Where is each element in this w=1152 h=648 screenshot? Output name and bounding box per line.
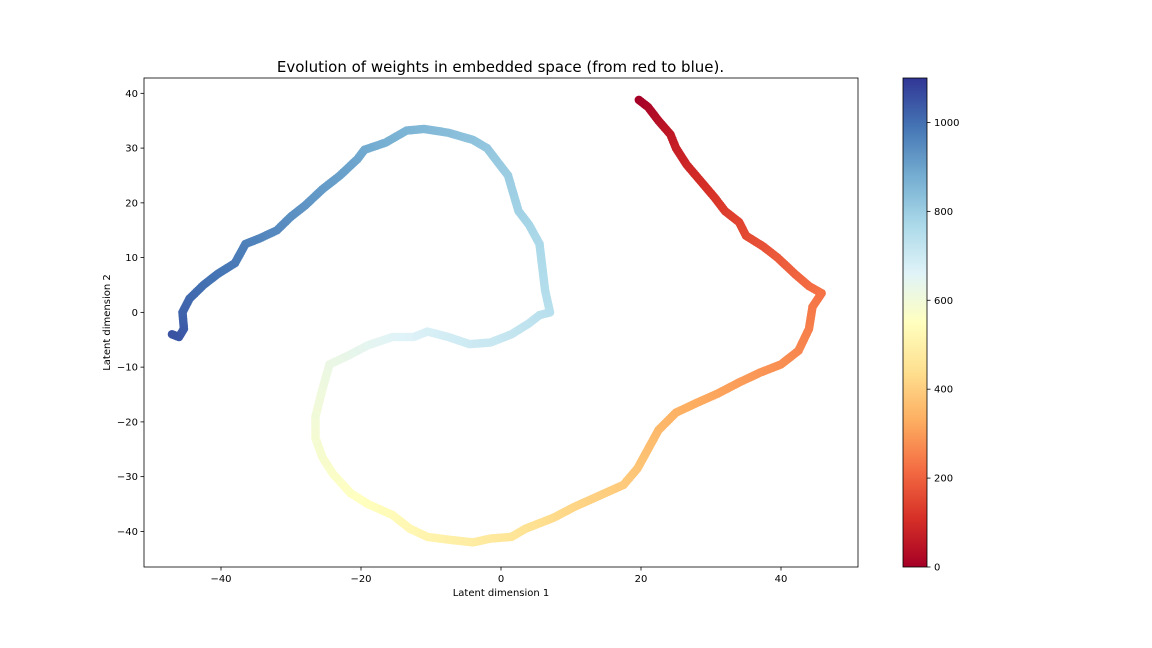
y-tick-label: 20 [125,198,138,209]
x-tick-label: 20 [635,574,648,585]
colorbar-tick-label: 0 [934,563,940,574]
colorbar-tick-label: 1000 [934,118,959,129]
colorbar-tick-label: 600 [934,296,953,307]
y-tick-label: −40 [117,527,138,538]
y-tick-label: 30 [125,144,138,155]
colorbar-ticks: 0 200 400 600 800 1000 [927,118,959,574]
x-tick-label: 0 [498,574,504,585]
colorbar-gradient [903,78,927,567]
x-axis-label: Latent dimension 1 [453,588,550,599]
y-tick-label: −20 [117,417,138,428]
x-axis-ticks: −40 −20 0 20 40 [210,567,787,585]
chart-title: Evolution of weights in embedded space (… [277,58,724,76]
colorbar-frame [902,77,928,568]
y-axis-label: Latent dimension 2 [102,274,113,371]
y-tick-label: 10 [125,253,138,264]
trajectory-point [167,329,177,339]
y-tick-label: 0 [132,308,138,319]
y-tick-label: −30 [117,472,138,483]
y-axis-ticks: −40 −30 −20 −10 0 10 20 30 40 [117,89,144,538]
plot-area: −40 −20 0 20 40 −40 −30 −20 −10 0 10 20 30 40 [117,77,859,585]
y-tick-label: 40 [125,89,138,100]
x-tick-label: −40 [210,574,231,585]
plot-frame [143,77,859,568]
colorbar-tick-label: 800 [934,207,953,218]
colorbar: 0 200 400 600 800 1000 [902,77,959,574]
colorbar-tick-label: 200 [934,474,953,485]
colorbar-tick-label: 400 [934,385,953,396]
x-tick-label: 40 [775,574,788,585]
y-tick-label: −10 [117,363,138,374]
data-marks [167,95,826,547]
x-tick-label: −20 [350,574,371,585]
